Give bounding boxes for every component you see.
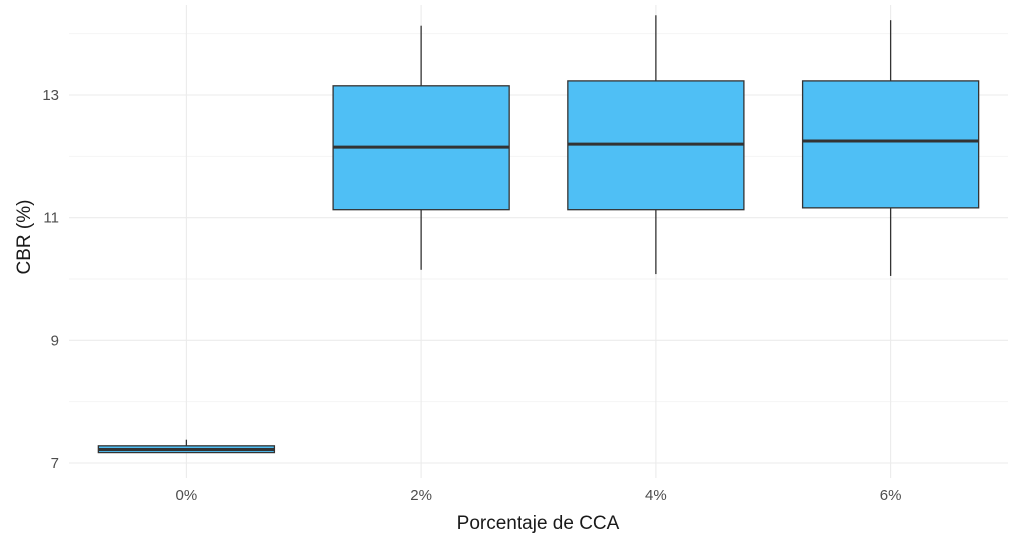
y-tick-label: 11 bbox=[43, 210, 59, 227]
x-tick-label: 4% bbox=[645, 487, 667, 504]
x-axis-ticks: 0% 2% 4% 6% bbox=[176, 487, 902, 504]
x-tick-label: 2% bbox=[410, 487, 432, 504]
box-6% bbox=[801, 20, 980, 276]
x-tick-label: 6% bbox=[880, 487, 902, 504]
x-axis-title: Porcentaje de CCA bbox=[457, 513, 620, 534]
grid bbox=[69, 5, 1008, 478]
y-axis-ticks: 7 9 11 13 bbox=[42, 87, 59, 472]
y-tick-label: 13 bbox=[42, 87, 59, 104]
iqr-box bbox=[801, 80, 980, 209]
y-axis-title: CBR (%) bbox=[14, 200, 35, 275]
box-2% bbox=[332, 25, 510, 270]
boxes bbox=[97, 15, 980, 454]
box-0% bbox=[97, 439, 276, 454]
y-tick-label: 9 bbox=[51, 332, 59, 349]
y-tick-label: 7 bbox=[51, 455, 59, 472]
x-tick-label: 0% bbox=[176, 487, 198, 504]
box-4% bbox=[567, 15, 745, 275]
